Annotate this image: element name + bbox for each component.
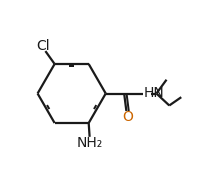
Text: O: O (122, 110, 133, 124)
Text: HN: HN (143, 86, 164, 100)
Text: NH₂: NH₂ (77, 136, 103, 150)
Text: Cl: Cl (36, 39, 50, 53)
